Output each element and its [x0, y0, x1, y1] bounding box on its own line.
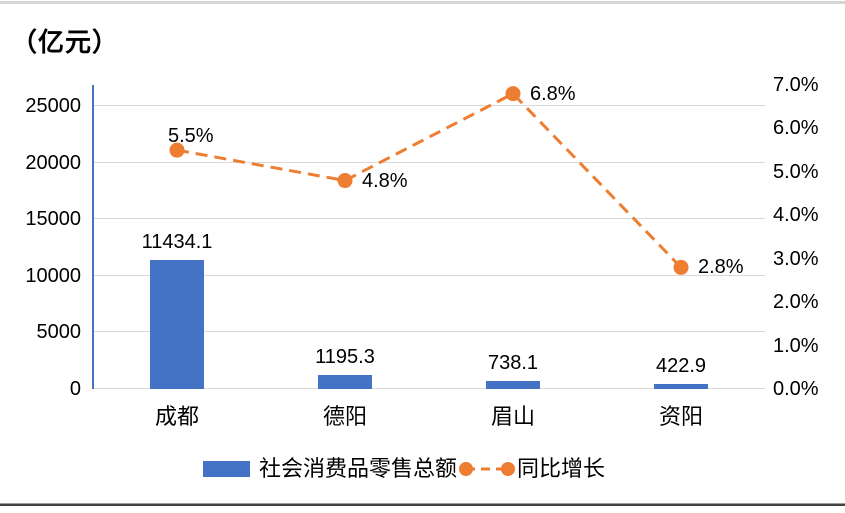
- left-axis-tick-label: 20000: [25, 151, 81, 174]
- line-value-label: 2.8%: [698, 256, 744, 279]
- legend-bar-series-label: 社会消费品零售总额: [259, 456, 458, 481]
- top-divider: [0, 1, 845, 4]
- right-axis-tick-label: 0.0%: [773, 378, 819, 400]
- category-label-资阳: 资阳: [658, 404, 703, 429]
- bar-资阳: [654, 384, 708, 389]
- right-axis-tick-label: 4.0%: [773, 204, 819, 227]
- plot-area: 11434.1 1195.3 738.1 422.9 5.5% 4.8% 6.8% 2.8%: [92, 82, 765, 389]
- left-axis-line: [92, 85, 94, 389]
- category-label-成都: 成都: [154, 404, 199, 429]
- dashed-line: [176, 91, 683, 269]
- right-axis-tick-label: 5.0%: [773, 160, 819, 183]
- gridline: [93, 105, 765, 106]
- bottom-divider: [0, 503, 845, 506]
- line-value-label: 4.8%: [362, 169, 408, 192]
- chart-unit-title: （亿元）: [11, 28, 120, 58]
- bar-成都: [150, 259, 204, 389]
- left-axis-tick-label: 0: [69, 378, 81, 400]
- line-value-label: 6.8%: [530, 82, 576, 105]
- line-marker-德阳: [337, 173, 353, 189]
- x-axis-line: [93, 388, 765, 389]
- right-axis-tick-label: 7.0%: [773, 74, 819, 96]
- category-label-德阳: 德阳: [322, 404, 367, 429]
- left-axis-tick-label: 15000: [25, 208, 81, 231]
- legend-bar-swatch-icon: [203, 461, 250, 477]
- gridline: [93, 161, 765, 163]
- line-marker-眉山: [505, 86, 521, 102]
- gridline: [93, 331, 765, 333]
- legend: 社会消费品零售总额 同比增长: [203, 456, 605, 482]
- bar-value-label: 1195.3: [315, 346, 375, 369]
- bar-德阳: [318, 375, 372, 389]
- right-axis-tick-label: 6.0%: [773, 117, 819, 140]
- growth-line-chart: [169, 86, 689, 275]
- bar-value-label: 11434.1: [141, 230, 213, 253]
- gridline: [93, 274, 765, 276]
- left-axis-tick-label: 25000: [25, 95, 81, 117]
- bar-眉山: [486, 380, 540, 389]
- category-label-眉山: 眉山: [490, 404, 535, 429]
- left-axis-tick-label: 10000: [25, 264, 81, 287]
- legend-line-marker-icon: [459, 462, 516, 476]
- left-axis-tick-label: 5000: [36, 321, 82, 344]
- line-marker-成都: [169, 142, 185, 158]
- bar-value-label: 738.1: [487, 351, 539, 374]
- line-marker-资阳: [673, 259, 689, 275]
- right-axis-tick-label: 1.0%: [773, 334, 819, 357]
- right-axis-tick-label: 2.0%: [773, 291, 819, 314]
- bar-value-label: 422.9: [655, 355, 707, 378]
- gridline: [93, 218, 765, 220]
- line-value-label: 5.5%: [168, 125, 214, 148]
- legend-line-series-label: 同比增长: [517, 456, 606, 481]
- right-axis-tick-label: 3.0%: [773, 247, 819, 270]
